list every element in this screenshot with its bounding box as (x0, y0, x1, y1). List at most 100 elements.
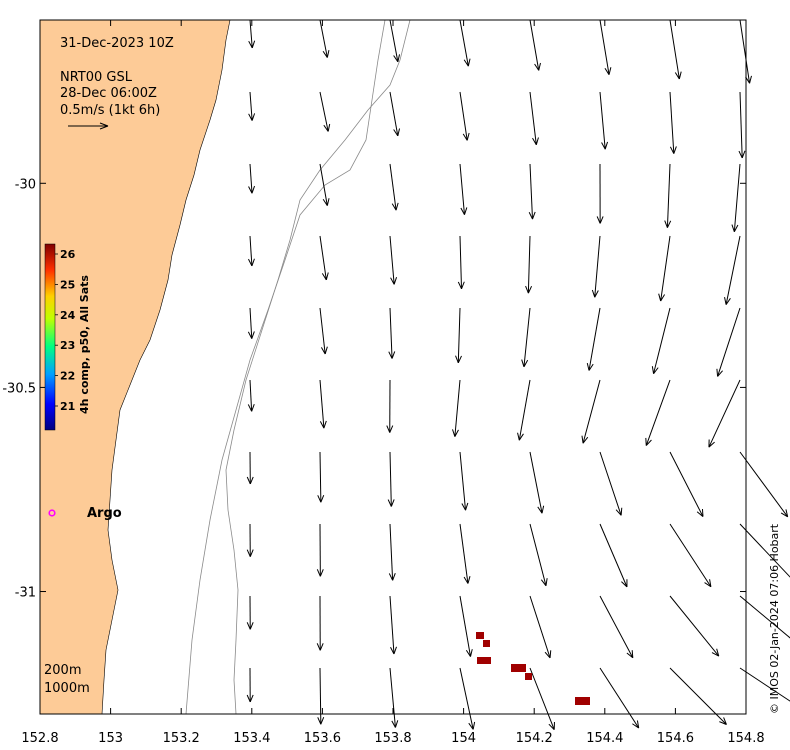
x-tick-label: 153.8 (374, 731, 411, 746)
current-arrow (247, 307, 255, 339)
current-arrow (716, 307, 741, 377)
current-arrow (529, 595, 552, 659)
current-arrow (658, 235, 671, 302)
current-arrow (389, 667, 399, 728)
current-arrow (651, 307, 671, 374)
current-arrow (529, 667, 555, 730)
colorbar-tick-label: 23 (60, 339, 75, 352)
current-arrow (319, 379, 327, 429)
x-tick-label: 154.8 (727, 731, 764, 746)
x-axis: 152.8 153 153.2 153.4 153.6 153.8 154 154.2 154.… (21, 20, 765, 746)
current-arrow (669, 595, 720, 657)
map-timestamp: 31-Dec-2023 10Z (60, 36, 174, 51)
current-arrow (525, 235, 533, 294)
x-tick-label: 154.4 (586, 731, 623, 746)
current-arrow (388, 523, 396, 581)
x-tick-label: 154.6 (657, 731, 694, 746)
current-arrow (319, 91, 331, 132)
colorbar (44, 243, 56, 431)
current-arrow (521, 307, 531, 368)
current-arrow (246, 451, 254, 485)
x-tick-label: 154.2 (516, 731, 553, 746)
current-arrow (248, 91, 256, 121)
product-name: NRT00 GSL (60, 70, 133, 85)
current-arrow (316, 523, 324, 577)
current-arrow (457, 235, 465, 290)
current-arrow (247, 379, 255, 412)
current-arrow (319, 163, 330, 206)
current-arrow (248, 19, 256, 49)
bathy-legend-200m: 200m (44, 663, 81, 678)
y-tick-label: -31 (15, 586, 36, 601)
imos-credit: © IMOS 02-Jan-2024 07:06 Hobart (768, 523, 781, 714)
current-arrow (459, 91, 470, 141)
scale-label: 0.5m/s (1kt 6h) (60, 103, 160, 118)
current-arrow (669, 19, 682, 80)
current-arrow (581, 379, 601, 444)
current-arrow (452, 379, 461, 437)
current-arrow (708, 379, 741, 448)
current-arrow (248, 235, 255, 267)
x-tick-label: 153.4 (233, 731, 270, 746)
current-arrow (389, 91, 401, 137)
current-arrow (599, 451, 623, 516)
bathy-legend-1000m: 1000m (44, 681, 90, 696)
current-arrow (669, 523, 712, 588)
current-arrow (386, 379, 394, 433)
current-arrow (529, 523, 548, 587)
current-arrow (669, 451, 704, 517)
current-arrow (669, 667, 727, 725)
current-arrow (317, 451, 325, 503)
current-arrow (739, 451, 789, 518)
current-arrow (599, 91, 609, 150)
current-arrow (459, 19, 471, 67)
colorbar-label: 4h comp, p50, All Sats (78, 275, 91, 414)
current-arrow (739, 667, 790, 702)
colorbar-tick-label: 25 (60, 278, 75, 291)
current-arrow (738, 91, 746, 159)
current-arrow (529, 91, 539, 146)
colorbar-tick-label: 22 (60, 370, 75, 383)
current-vectors (246, 19, 790, 730)
x-tick-label: 152.8 (21, 731, 58, 746)
current-arrow (645, 379, 671, 446)
x-tick-label: 153 (98, 731, 123, 746)
current-arrow (591, 235, 601, 298)
x-tick-label: 153.6 (304, 731, 341, 746)
colorbar-tick-label: 24 (60, 309, 76, 322)
current-arrow (246, 523, 254, 557)
current-arrow (389, 19, 401, 63)
current-arrow (246, 595, 254, 630)
current-arrow (319, 19, 330, 58)
current-arrow (459, 163, 468, 215)
current-arrow (586, 307, 601, 371)
coastline-land (39, 19, 231, 715)
x-tick-label: 154 (451, 731, 476, 746)
current-arrow (389, 163, 399, 211)
current-arrow (459, 523, 471, 584)
current-arrow (599, 523, 628, 588)
current-arrow (246, 667, 254, 703)
current-arrow (319, 307, 328, 355)
y-tick-label: -30 (15, 177, 36, 192)
argo-label: Argo (87, 506, 122, 521)
current-arrow (739, 595, 790, 639)
current-arrow (317, 667, 325, 725)
current-arrow (731, 163, 741, 232)
current-arrow (388, 307, 396, 359)
current-arrow (599, 19, 612, 75)
current-arrow (389, 595, 397, 655)
current-arrow (387, 451, 395, 507)
colorbar-tick-label: 21 (60, 400, 75, 413)
y-axis: -30 -30.5 -31 (2, 177, 746, 601)
x-tick-label: 153.2 (163, 731, 200, 746)
current-arrow (724, 235, 741, 305)
current-arrow (599, 667, 640, 729)
y-tick-label: -30.5 (2, 381, 36, 396)
current-arrow (596, 163, 604, 224)
argo-float-marker (48, 509, 56, 517)
current-arrow (599, 595, 634, 659)
current-arrow (319, 235, 329, 281)
current-arrow (529, 451, 545, 514)
